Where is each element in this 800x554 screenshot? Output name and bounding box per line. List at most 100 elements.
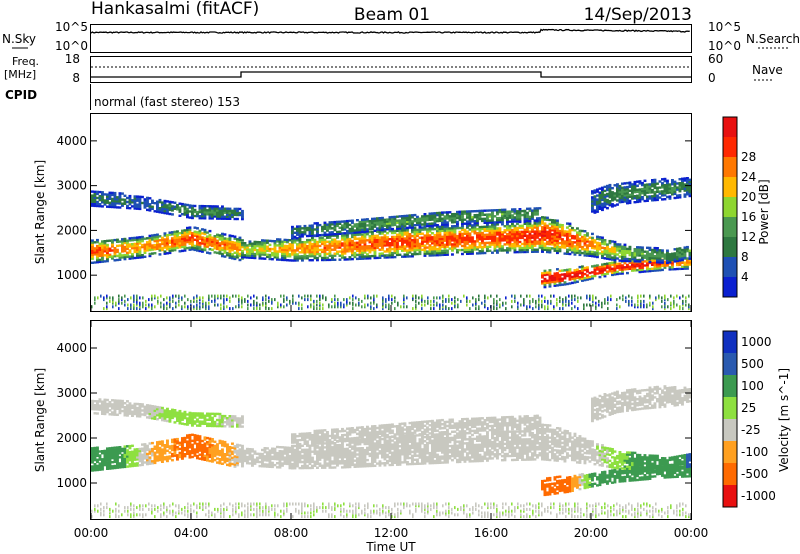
heatmap-cell	[131, 245, 134, 248]
heatmap-cell	[673, 248, 677, 251]
heatmap-cell	[461, 236, 464, 240]
heatmap-cell	[191, 208, 194, 212]
heatmap-cell	[131, 456, 134, 460]
heatmap-cell	[491, 219, 494, 222]
heatmap-cell	[366, 253, 369, 256]
heatmap-cell	[296, 247, 299, 250]
heatmap-cell	[403, 220, 407, 224]
heatmap-cell	[593, 241, 597, 244]
heatmap-cell	[593, 264, 597, 268]
heatmap-cell	[298, 243, 302, 246]
heatmap-cell	[556, 278, 559, 281]
heatmap-cell	[568, 232, 572, 236]
heatmap-cell	[458, 238, 462, 242]
heatmap-cell	[128, 453, 132, 456]
heatmap-cell	[193, 210, 197, 214]
heatmap-cell	[367, 294, 369, 298]
heatmap-cell	[523, 234, 527, 238]
heatmap-cell	[406, 255, 409, 258]
heatmap-cell	[353, 253, 357, 257]
heatmap-cell	[523, 299, 525, 303]
heatmap-cell	[96, 250, 99, 254]
heatmap-cell	[173, 240, 177, 244]
heatmap-cell	[133, 294, 135, 298]
heatmap-cell	[131, 199, 134, 202]
heatmap-cell	[491, 209, 494, 212]
heatmap-cell	[428, 246, 432, 249]
heatmap-cell	[98, 252, 102, 256]
heatmap-cell	[516, 240, 519, 244]
heatmap-cell	[453, 231, 457, 234]
heatmap-cell	[108, 253, 112, 256]
heatmap-cell	[318, 234, 322, 237]
heatmap-cell	[458, 242, 462, 246]
heatmap-cell	[543, 222, 547, 225]
heatmap-cell	[653, 196, 657, 200]
heatmap-cell	[188, 452, 192, 455]
heatmap-cell	[236, 242, 239, 245]
heatmap-cell	[638, 246, 642, 249]
heatmap-cell	[448, 217, 452, 220]
heatmap-cell	[551, 278, 554, 282]
heatmap-cell	[481, 249, 484, 253]
heatmap-cell	[301, 303, 303, 307]
heatmap-cell	[356, 257, 359, 261]
heatmap-cell	[188, 456, 192, 459]
heatmap-cell	[403, 227, 407, 230]
heatmap-cell	[416, 240, 419, 244]
heatmap-cell	[546, 281, 549, 284]
heatmap-cell	[673, 252, 677, 255]
heatmap-cell	[201, 232, 204, 235]
heatmap-cell	[496, 209, 499, 212]
heatmap-cell	[351, 221, 354, 224]
heatmap-cell	[643, 256, 647, 259]
heatmap-cell	[501, 239, 504, 242]
heatmap-cell	[453, 214, 457, 218]
heatmap-cell	[171, 438, 174, 442]
heatmap-cell	[608, 264, 612, 267]
heatmap-cell	[604, 299, 606, 303]
heatmap-cell	[301, 235, 304, 238]
heatmap-cell	[138, 464, 142, 467]
heatmap-cell	[103, 199, 107, 202]
heatmap-cell	[453, 225, 457, 228]
heatmap-cell	[491, 223, 494, 226]
heatmap-cell	[436, 296, 438, 300]
heatmap-cell	[558, 233, 562, 237]
heatmap-cell	[291, 259, 294, 262]
heatmap-cell	[286, 255, 289, 258]
heatmap-cell	[293, 255, 297, 258]
heatmap-cell	[411, 222, 414, 225]
heatmap-cell	[603, 193, 607, 197]
heatmap-cell	[608, 204, 612, 207]
heatmap-cell	[453, 220, 457, 224]
heatmap-cell	[373, 254, 377, 258]
heatmap-cell	[686, 265, 689, 268]
heatmap-cell	[406, 245, 409, 248]
heatmap-cell	[326, 236, 329, 239]
heatmap-cell	[181, 305, 183, 309]
heatmap-cell	[318, 252, 322, 256]
heatmap-cell	[606, 253, 609, 256]
heatmap-cell	[243, 244, 247, 247]
heatmap-cell	[341, 250, 344, 253]
heatmap-cell	[371, 246, 374, 250]
heatmap-cell	[513, 216, 517, 219]
heatmap-cell	[136, 246, 139, 249]
heatmap-cell	[303, 245, 307, 248]
heatmap-cell	[637, 296, 639, 300]
heatmap-cell	[576, 251, 579, 254]
heatmap-cell	[406, 253, 409, 256]
heatmap-cell	[391, 243, 394, 247]
heatmap-cell	[526, 244, 529, 248]
heatmap-cell	[118, 240, 122, 243]
heatmap-cell	[641, 250, 644, 253]
heatmap-cell	[123, 253, 127, 257]
heatmap-cell	[401, 245, 404, 248]
heatmap-cell	[548, 283, 552, 286]
heatmap-cell	[543, 218, 547, 221]
heatmap-cell	[508, 216, 512, 219]
heatmap-cell	[201, 217, 204, 220]
heatmap-cell	[568, 301, 570, 305]
heatmap-cell	[611, 195, 614, 198]
